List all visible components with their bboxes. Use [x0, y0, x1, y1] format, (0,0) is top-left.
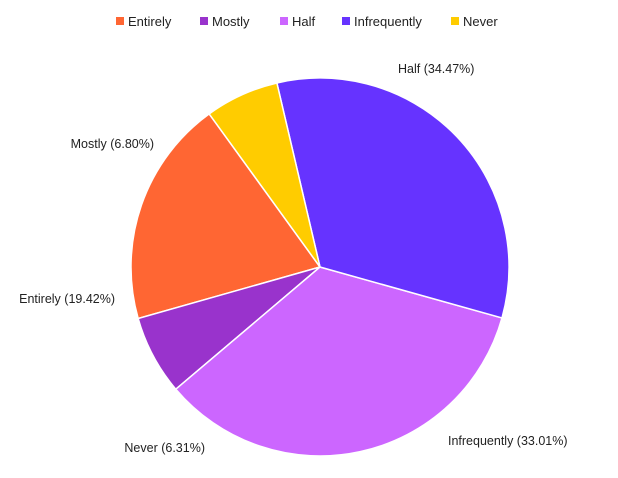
- legend: Entirely Mostly Half Infrequently Never: [116, 14, 498, 29]
- legend-swatch-entirely: [116, 17, 124, 25]
- legend-item-never[interactable]: Never: [451, 14, 498, 29]
- slice-label-mostly: Mostly (6.80%): [71, 137, 154, 151]
- legend-item-infrequently[interactable]: Infrequently: [342, 14, 422, 29]
- legend-label-mostly: Mostly: [212, 14, 250, 29]
- slice-label-infrequently: Infrequently (33.01%): [448, 434, 568, 448]
- slice-infrequently[interactable]: [275, 77, 510, 319]
- legend-item-half[interactable]: Half: [280, 14, 316, 29]
- legend-swatch-half: [280, 17, 288, 25]
- slice-label-entirely: Entirely (19.42%): [19, 292, 115, 306]
- pie-slices: [130, 77, 510, 457]
- legend-item-mostly[interactable]: Mostly: [200, 14, 250, 29]
- legend-label-entirely: Entirely: [128, 14, 172, 29]
- legend-swatch-infrequently: [342, 17, 350, 25]
- legend-swatch-never: [451, 17, 459, 25]
- legend-label-never: Never: [463, 14, 498, 29]
- slice-entirely[interactable]: [130, 112, 322, 320]
- legend-label-half: Half: [292, 14, 316, 29]
- slice-label-half: Half (34.47%): [398, 62, 474, 76]
- legend-swatch-mostly: [200, 17, 208, 25]
- slice-labels: Entirely (19.42%) Mostly (6.80%) Half (34.…: [19, 62, 567, 455]
- slice-half[interactable]: [174, 266, 503, 457]
- legend-item-entirely[interactable]: Entirely: [116, 14, 172, 29]
- slice-never[interactable]: [208, 82, 321, 268]
- slice-label-never: Never (6.31%): [124, 441, 205, 455]
- legend-label-infrequently: Infrequently: [354, 14, 422, 29]
